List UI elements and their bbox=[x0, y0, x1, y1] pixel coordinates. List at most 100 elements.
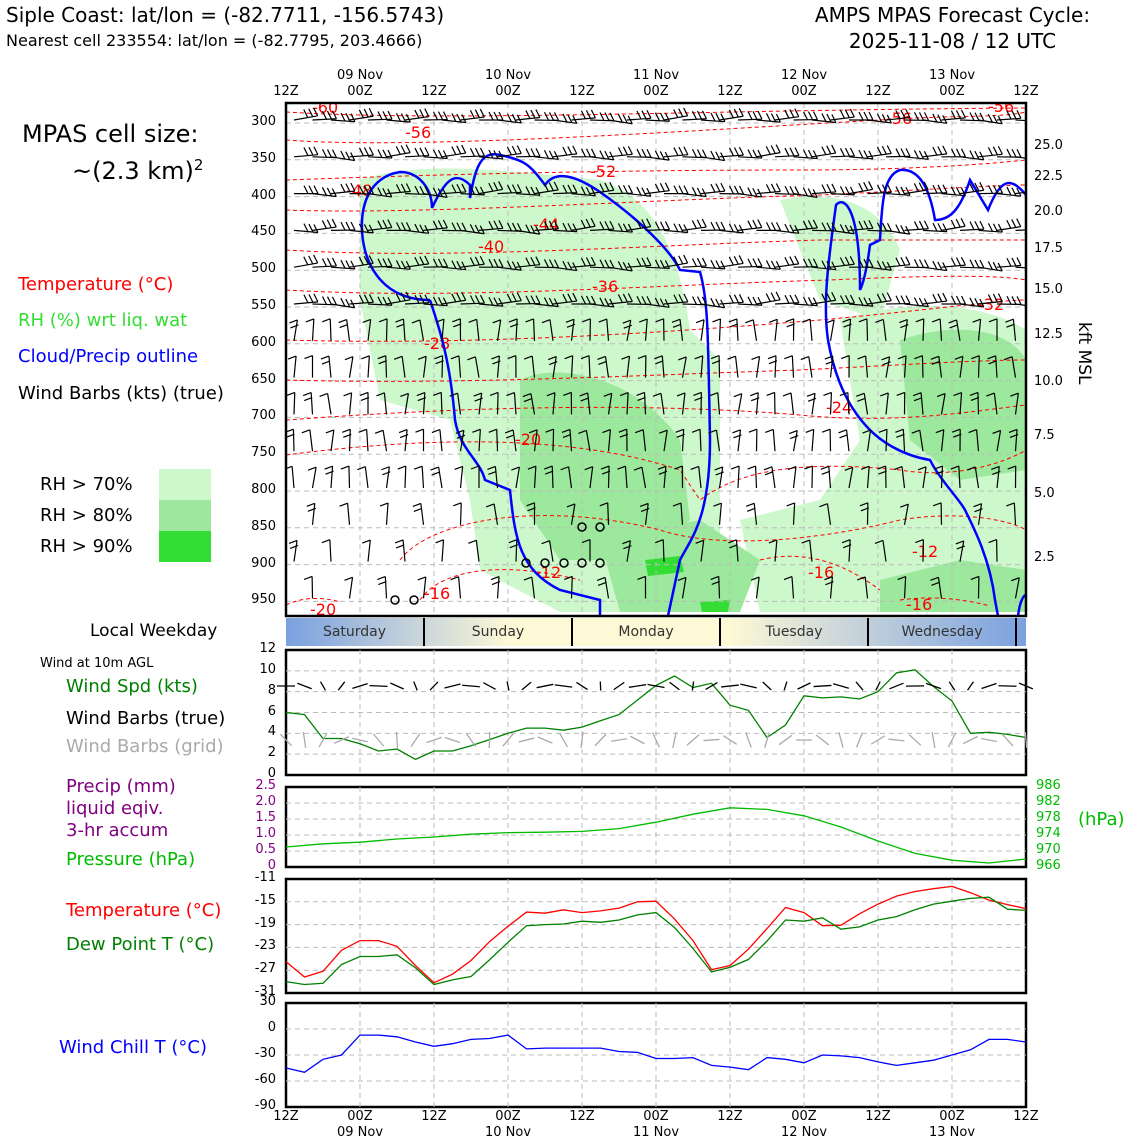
wind-barb bbox=[659, 429, 668, 452]
wind-barb bbox=[636, 391, 647, 415]
wind-barb bbox=[857, 355, 869, 378]
top-hour-tick: 12Z bbox=[273, 84, 299, 99]
wind-barb bbox=[786, 502, 796, 525]
wind-barb bbox=[381, 466, 391, 489]
wind-barb bbox=[748, 428, 758, 452]
wind-barb bbox=[874, 539, 887, 562]
wind-barb bbox=[657, 465, 668, 489]
wind-barb bbox=[430, 466, 443, 489]
wind-barb bbox=[737, 296, 763, 306]
wind-barb bbox=[655, 539, 665, 562]
wind-barb bbox=[497, 260, 522, 271]
wind-barb bbox=[950, 465, 961, 489]
wind-barb bbox=[552, 222, 578, 233]
wind-barb bbox=[404, 294, 430, 305]
wind-barb bbox=[287, 355, 297, 378]
legend-wind-barbs-true: Wind Barbs (true) bbox=[66, 708, 226, 729]
wind-barb bbox=[560, 466, 573, 489]
pressure-tick: 450 bbox=[251, 224, 276, 240]
legend-pressure: Pressure (hPa) bbox=[66, 849, 196, 870]
cross-section-frame bbox=[284, 101, 1028, 618]
wind-barb bbox=[441, 144, 467, 158]
wind-barb bbox=[453, 502, 462, 525]
wind-barb bbox=[330, 259, 356, 270]
wind-barb bbox=[441, 291, 467, 305]
wind-barb bbox=[417, 355, 427, 378]
wind-barb bbox=[589, 297, 615, 308]
wind-barb bbox=[959, 297, 985, 308]
wind-barb bbox=[571, 186, 596, 197]
wind-barb bbox=[676, 392, 686, 415]
wind-barb bbox=[955, 540, 965, 562]
wind-barb bbox=[617, 465, 628, 489]
legend-precip: Precip (mm) bbox=[66, 776, 176, 797]
wind-barb bbox=[682, 187, 707, 198]
wind-barb bbox=[286, 391, 296, 415]
wind-barb bbox=[978, 223, 1003, 233]
wind-barb bbox=[988, 318, 998, 341]
legend-wind-barbs: Wind Barbs (kts) (true) bbox=[18, 383, 224, 404]
bottom-hour-tick: 12Z bbox=[717, 1109, 743, 1124]
legend-wind-barbs-grid: Wind Barbs (grid) bbox=[66, 736, 224, 757]
weekday-wednesday: Wednesday bbox=[869, 618, 1017, 646]
wind-barb bbox=[411, 319, 425, 341]
forecast-title: AMPS MPAS Forecast Cycle: bbox=[814, 3, 1091, 27]
legend-temp2: Temperature (°C) bbox=[66, 900, 222, 921]
wind-barb bbox=[880, 392, 889, 415]
wind-barb bbox=[838, 429, 850, 452]
wind-barb bbox=[596, 576, 610, 599]
bottom-hour-tick: 00Z bbox=[643, 1109, 669, 1124]
weekday-saturday: Saturday bbox=[286, 618, 425, 646]
y-tick: 2.0 bbox=[255, 794, 276, 809]
wind-barb bbox=[769, 318, 778, 341]
bottom-date-tick: 09 Nov bbox=[336, 1125, 384, 1140]
wind-barb bbox=[423, 219, 448, 231]
pressure-tick: 750 bbox=[251, 445, 276, 461]
wind-barb bbox=[293, 107, 319, 121]
weekday-band: Saturday Sunday Monday Tuesday Wednesday bbox=[286, 618, 1026, 646]
contour-label-minus24: -24 bbox=[826, 398, 852, 417]
wind-barb bbox=[747, 465, 758, 489]
wind-barb bbox=[709, 392, 721, 415]
contour-label-minus16: -16 bbox=[424, 584, 450, 603]
kft-tick: 10.0 bbox=[1034, 374, 1063, 389]
wind-barb bbox=[645, 112, 671, 122]
y-tick: -19 bbox=[254, 915, 276, 931]
top-hour-tick: 12Z bbox=[865, 84, 891, 99]
top-date-tick: 11 Nov bbox=[632, 68, 680, 83]
wind-barb bbox=[376, 392, 388, 415]
wind-barb bbox=[468, 318, 480, 341]
wind-barb bbox=[450, 355, 462, 378]
wind-barb bbox=[286, 465, 295, 489]
wind-barb bbox=[978, 293, 1003, 305]
wind-barb bbox=[737, 258, 763, 268]
y-tick: 0 bbox=[267, 766, 276, 781]
wind-barb bbox=[490, 576, 501, 599]
wind-barb bbox=[900, 503, 909, 525]
wind-barb bbox=[821, 428, 832, 452]
wind-barb bbox=[801, 539, 813, 562]
wind-barb bbox=[895, 428, 906, 452]
wind-barb bbox=[511, 466, 520, 489]
wind-barb bbox=[842, 318, 852, 341]
wind-barb bbox=[497, 113, 522, 124]
y-tick-right: 970 bbox=[1036, 842, 1061, 857]
wind-barb bbox=[571, 217, 596, 231]
wind-barb bbox=[867, 145, 892, 158]
wind-barb bbox=[322, 318, 332, 341]
wind-barb bbox=[682, 110, 708, 121]
wind-10m-label: Wind at 10m AGL bbox=[40, 656, 154, 671]
wind-barb bbox=[626, 218, 652, 231]
wind-barb bbox=[608, 261, 633, 272]
legend-dewpoint: Dew Point T (°C) bbox=[66, 934, 215, 955]
wind-barb bbox=[635, 429, 647, 452]
wind-barb bbox=[433, 391, 443, 415]
rh90-region bbox=[645, 556, 684, 576]
wind-barb bbox=[784, 355, 795, 378]
top-hour-tick: 00Z bbox=[939, 84, 965, 99]
wind-barb bbox=[941, 109, 966, 121]
wind-barb bbox=[454, 465, 464, 489]
wind-barb bbox=[936, 393, 946, 415]
wind-barb bbox=[293, 223, 319, 234]
wind-barb bbox=[622, 319, 632, 341]
